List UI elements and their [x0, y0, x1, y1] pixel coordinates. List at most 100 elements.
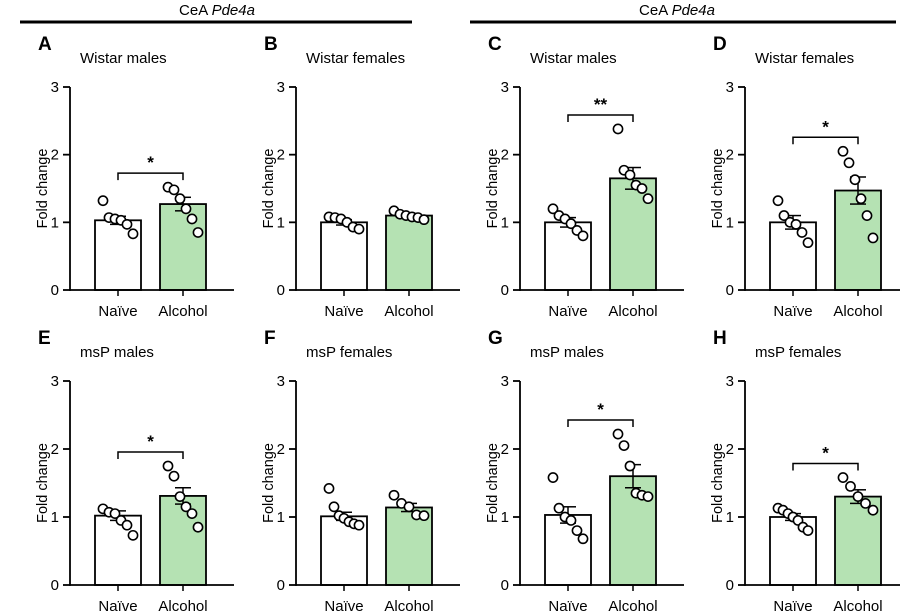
- y-tick-label: 1: [51, 509, 59, 526]
- y-tick-label: 0: [501, 282, 509, 299]
- data-point: [796, 227, 808, 238]
- category-label: Naïve: [98, 598, 137, 613]
- data-point: [553, 502, 565, 514]
- y-axis-label: Fold change: [261, 149, 277, 229]
- significance-label: *: [822, 444, 829, 463]
- category-label: Naïve: [773, 303, 812, 320]
- panel-title: Wistar females: [306, 50, 405, 67]
- y-tick-label: 3: [277, 79, 285, 96]
- bar-naive: [544, 514, 592, 586]
- category-label: Alcohol: [608, 598, 657, 613]
- y-tick-label: 3: [51, 373, 59, 390]
- data-point: [837, 145, 849, 157]
- panel-title: msP females: [306, 344, 392, 361]
- y-axis-label: Fold change: [710, 443, 726, 523]
- y-tick-label: 0: [726, 282, 734, 299]
- y-tick-label: 0: [277, 282, 285, 299]
- y-tick-label: 2: [726, 441, 734, 458]
- y-tick-label: 2: [277, 441, 285, 458]
- panel-label: F: [264, 328, 276, 349]
- header-title-2: CeA Pde4a: [639, 2, 715, 19]
- data-point: [571, 525, 583, 536]
- panel-b: B Wistar females Fold change Naïve Alcohol 0 1…: [261, 34, 460, 320]
- data-point: [403, 501, 415, 513]
- y-tick-label: 3: [501, 79, 509, 96]
- y-axis-label: Fold change: [35, 443, 51, 523]
- significance-label: *: [147, 432, 154, 451]
- data-point: [353, 223, 365, 235]
- panel-title: msP females: [755, 344, 841, 361]
- data-point: [109, 508, 121, 519]
- data-point: [323, 483, 335, 494]
- category-label: Alcohol: [384, 303, 433, 320]
- y-tick-label: 3: [726, 373, 734, 390]
- category-label: Alcohol: [158, 598, 207, 613]
- panel-a: A Wistar males Fold change Naïve Alcohol 0 1 2 3…: [35, 34, 234, 320]
- data-point: [849, 174, 861, 186]
- data-point: [192, 227, 204, 238]
- panel-title: msP males: [530, 344, 604, 361]
- data-point: [778, 210, 790, 221]
- y-tick-label: 3: [501, 373, 509, 390]
- y-tick-label: 0: [726, 577, 734, 594]
- data-point: [624, 460, 636, 472]
- data-point: [861, 210, 873, 221]
- data-point: [162, 460, 174, 472]
- panel-d: D Wistar females Fold change Naïve Alcohol 0 1…: [710, 34, 900, 320]
- data-point: [186, 213, 198, 225]
- bar-naive: [94, 514, 142, 586]
- significance-bracket: [117, 451, 184, 459]
- data-point: [843, 157, 855, 169]
- data-point: [845, 480, 856, 492]
- y-tick-label: 1: [51, 214, 59, 231]
- panel-title: Wistar males: [80, 50, 167, 67]
- data-point: [97, 195, 109, 207]
- bar-alcohol: [159, 203, 207, 291]
- y-tick-label: 2: [501, 147, 509, 164]
- category-label: Alcohol: [833, 598, 882, 613]
- panel-label: D: [713, 34, 727, 55]
- significance-label: **: [594, 95, 608, 114]
- y-axis-label: Fold change: [485, 149, 501, 229]
- category-label: Naïve: [98, 303, 137, 320]
- category-label: Naïve: [773, 598, 812, 613]
- significance-bracket: [792, 136, 859, 145]
- panel-label: H: [713, 328, 727, 349]
- data-point: [860, 497, 871, 509]
- data-point: [837, 472, 849, 483]
- bar-alcohol: [385, 214, 433, 291]
- data-point: [353, 519, 365, 531]
- y-tick-label: 1: [277, 214, 285, 231]
- panel-label: A: [38, 34, 52, 55]
- significance-bracket: [567, 114, 634, 122]
- data-point: [168, 184, 180, 196]
- significance-label: *: [822, 117, 829, 136]
- y-tick-label: 2: [501, 441, 509, 458]
- panel-title: msP males: [80, 344, 154, 361]
- data-point: [636, 183, 648, 194]
- category-label: Alcohol: [384, 598, 433, 613]
- data-point: [565, 218, 577, 230]
- data-point: [577, 533, 589, 545]
- data-point: [852, 491, 864, 502]
- category-label: Alcohol: [608, 303, 657, 320]
- data-point: [388, 489, 400, 501]
- data-point: [855, 193, 867, 205]
- data-point: [127, 529, 139, 541]
- y-axis-label: Fold change: [35, 149, 51, 229]
- panel-label: E: [38, 328, 51, 349]
- data-point: [418, 510, 430, 522]
- panel-title: Wistar females: [755, 50, 854, 67]
- y-tick-label: 0: [501, 577, 509, 594]
- y-tick-label: 2: [51, 441, 59, 458]
- category-label: Naïve: [324, 303, 363, 320]
- y-tick-label: 2: [726, 147, 734, 164]
- y-tick-label: 1: [277, 509, 285, 526]
- data-point: [624, 169, 636, 181]
- data-point: [127, 228, 139, 240]
- data-point: [180, 203, 192, 215]
- significance-bracket: [567, 419, 634, 428]
